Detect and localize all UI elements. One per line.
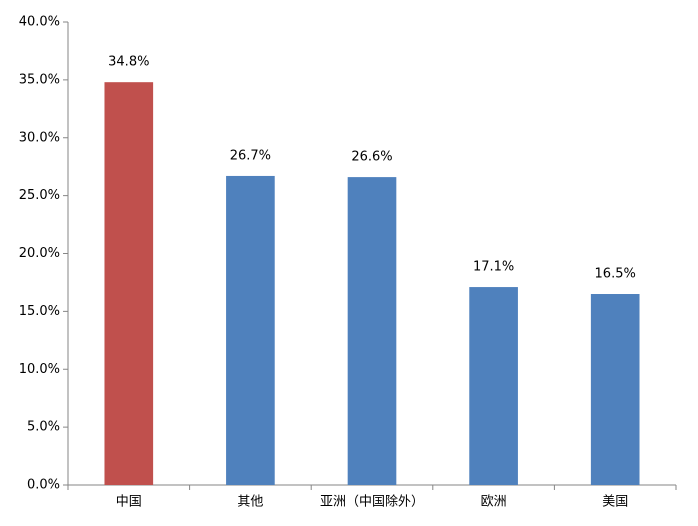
value-label: 17.1% [473, 260, 514, 275]
y-tick-label: 0.0% [27, 478, 60, 493]
value-label: 16.5% [595, 267, 636, 282]
bar [590, 294, 640, 485]
x-tick-label: 其他 [237, 495, 263, 510]
x-tick-label: 中国 [116, 495, 142, 510]
y-tick-label: 25.0% [19, 188, 60, 203]
x-tick-label: 美国 [602, 495, 628, 510]
value-label: 26.6% [351, 150, 392, 165]
y-tick-label: 15.0% [19, 304, 60, 319]
x-tick-label: 亚洲（中国除外） [320, 495, 424, 510]
value-label: 26.7% [230, 148, 271, 163]
y-tick-label: 40.0% [19, 15, 60, 30]
bar [226, 175, 275, 485]
y-tick-label: 10.0% [19, 362, 60, 377]
x-tick-label: 欧洲 [481, 495, 507, 510]
y-tick-label: 20.0% [19, 246, 60, 261]
y-tick-label: 35.0% [19, 72, 60, 87]
bar [347, 177, 397, 486]
value-label: 34.8% [108, 55, 149, 70]
bar [469, 287, 518, 485]
y-tick-label: 30.0% [19, 130, 60, 145]
y-tick-label: 5.0% [27, 420, 60, 435]
bar [104, 82, 154, 485]
